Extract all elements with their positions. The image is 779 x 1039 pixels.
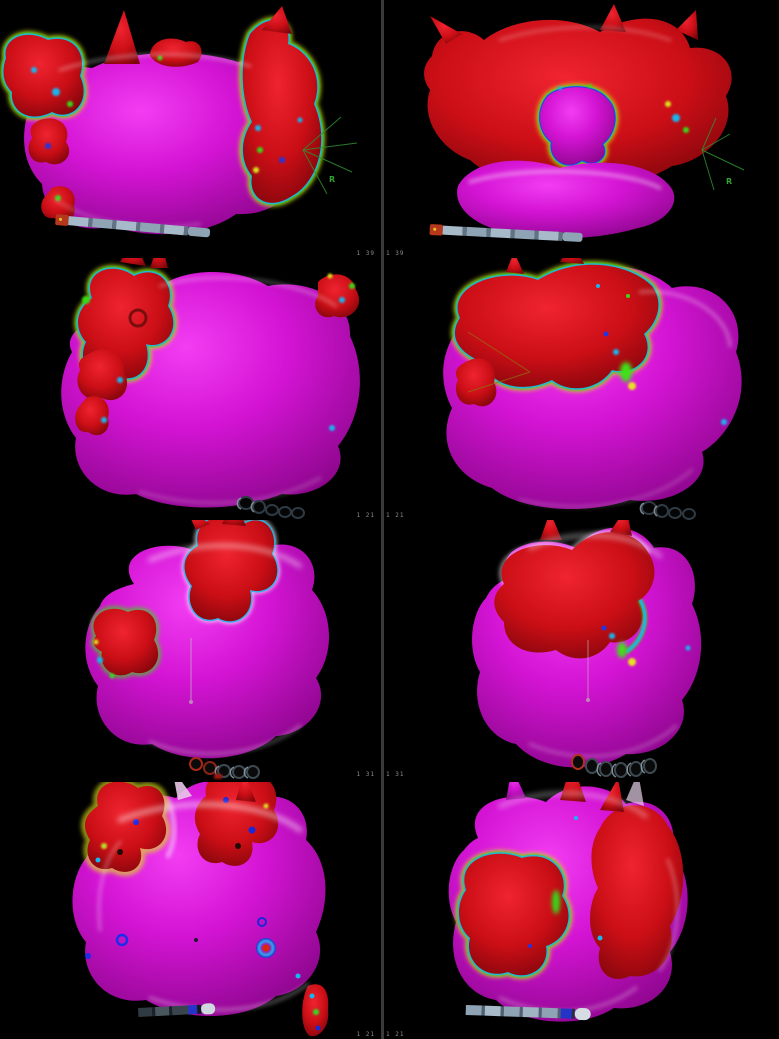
row3-label-left: 1 31 <box>356 771 375 778</box>
surface-sheen <box>97 801 310 1012</box>
atrial-map-surface[interactable] <box>0 6 326 235</box>
voltage-border-zone <box>596 284 727 425</box>
row1-label-right: 1 39 <box>386 250 405 257</box>
catheter[interactable] <box>429 224 583 243</box>
atrial-map-surface[interactable] <box>448 782 688 1022</box>
scar-region <box>506 782 684 980</box>
atrial-map-surface[interactable] <box>424 4 732 239</box>
row2-label-right: 1 21 <box>386 512 405 519</box>
atrial-map-surface[interactable] <box>85 520 330 759</box>
catheter[interactable] <box>138 1003 216 1018</box>
surface-sheen <box>468 25 672 190</box>
catheter-shaft-line <box>586 640 590 702</box>
scar-region <box>238 6 326 207</box>
voltage-border-zone <box>601 598 691 666</box>
catheter[interactable] <box>55 214 211 238</box>
atrial-map-surface[interactable] <box>61 258 360 508</box>
map-viewport-2[interactable] <box>384 0 779 258</box>
map-viewport-4[interactable] <box>384 258 779 520</box>
measurement-lines <box>467 331 531 393</box>
map-viewport-7[interactable] <box>0 782 381 1039</box>
row4-label-left: 1 21 <box>356 1031 375 1038</box>
catheter[interactable] <box>465 1004 591 1021</box>
scar-region <box>302 984 329 1037</box>
catheter[interactable] <box>571 754 657 778</box>
surface-sheen <box>148 543 302 756</box>
voltage-border-zone <box>95 797 269 863</box>
scar-region <box>74 258 178 436</box>
atrial-map-surface[interactable] <box>72 782 329 1037</box>
voltage-border-zone <box>82 273 355 431</box>
orientation-axes <box>302 116 358 195</box>
map-viewport-3[interactable] <box>0 258 381 520</box>
scar-region <box>494 520 655 659</box>
scar-region <box>451 258 663 407</box>
catheter[interactable] <box>189 757 260 779</box>
orientation-letter-right: R <box>726 177 733 186</box>
healthy-tissue-patch <box>540 87 615 165</box>
row3-label-right: 1 31 <box>386 771 405 778</box>
voltage-border-zone <box>93 639 115 679</box>
scar-region <box>315 274 360 318</box>
catheter-shaft-line <box>189 638 193 704</box>
map-viewport-5[interactable] <box>0 520 381 782</box>
catheter[interactable] <box>236 496 305 519</box>
row4-label-right: 1 21 <box>386 1031 405 1038</box>
healthy-tissue-lobe <box>457 160 675 239</box>
voltage-border-zone <box>528 816 603 948</box>
atrial-map-surface[interactable] <box>472 520 702 768</box>
catheter[interactable] <box>639 501 696 520</box>
surface-sheen <box>518 290 732 508</box>
orientation-axes <box>701 117 745 191</box>
voltage-border-zone <box>31 55 303 201</box>
low-voltage-spots <box>85 917 301 979</box>
scar-region <box>0 10 202 222</box>
scar-region <box>455 849 573 980</box>
scar-region <box>91 606 161 678</box>
row1-label-left: 1 39 <box>356 250 375 257</box>
surface-sheen <box>528 533 678 758</box>
atrial-map-surface[interactable] <box>443 258 742 510</box>
orientation-letter-left: R <box>329 175 336 184</box>
map-viewport-8[interactable] <box>384 782 779 1039</box>
map-viewport-1[interactable] <box>0 0 381 258</box>
row2-label-left: 1 21 <box>356 512 375 519</box>
map-viewport-6[interactable] <box>384 520 779 782</box>
surface-sheen <box>138 276 338 505</box>
viewport-divider <box>381 0 384 1039</box>
voltage-border-zone <box>558 84 689 133</box>
